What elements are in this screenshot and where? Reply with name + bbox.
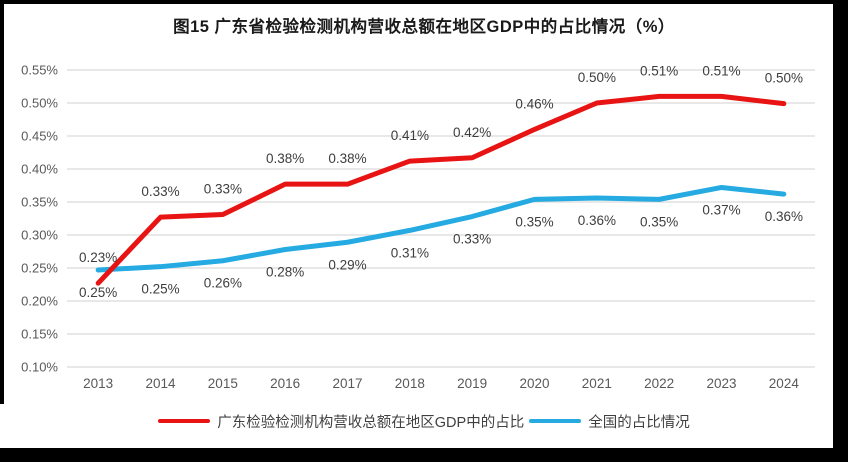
data-label: 0.42% bbox=[453, 125, 491, 140]
legend-item-national: 全国的占比情况 bbox=[529, 411, 690, 432]
data-label: 0.50% bbox=[765, 71, 803, 86]
data-label: 0.36% bbox=[765, 209, 803, 224]
y-axis-tick-label: 0.35% bbox=[21, 195, 58, 210]
data-label: 0.25% bbox=[141, 282, 179, 297]
x-axis-tick-label: 2013 bbox=[83, 376, 113, 391]
x-axis-tick-label: 2017 bbox=[332, 376, 362, 391]
legend-label-guangdong: 广东检验检测机构营收总额在地区GDP中的占比 bbox=[217, 414, 525, 431]
x-axis-tick-label: 2016 bbox=[270, 376, 300, 391]
legend-line-red bbox=[158, 418, 211, 424]
frame-border-bottom bbox=[0, 448, 848, 462]
y-axis-tick-label: 0.15% bbox=[21, 327, 58, 342]
y-axis-tick-label: 0.20% bbox=[21, 294, 58, 309]
legend-item-guangdong: 广东检验检测机构营收总额在地区GDP中的占比 bbox=[158, 411, 524, 432]
data-label: 0.35% bbox=[640, 214, 678, 229]
y-axis-tick-label: 0.50% bbox=[21, 96, 58, 111]
legend: 广东检验检测机构营收总额在地区GDP中的占比 全国的占比情况 bbox=[0, 406, 848, 436]
x-axis-tick-label: 2015 bbox=[208, 376, 238, 391]
x-axis-tick-label: 2020 bbox=[519, 376, 549, 391]
y-axis-tick-label: 0.10% bbox=[21, 360, 58, 375]
data-label: 0.33% bbox=[204, 182, 242, 197]
data-label: 0.38% bbox=[328, 151, 366, 166]
data-label: 0.26% bbox=[204, 276, 242, 291]
data-label: 0.29% bbox=[328, 257, 366, 272]
x-axis-tick-label: 2023 bbox=[706, 376, 736, 391]
data-label: 0.37% bbox=[702, 202, 740, 217]
data-label: 0.35% bbox=[515, 214, 553, 229]
data-label: 0.41% bbox=[391, 128, 429, 143]
x-axis-tick-label: 2019 bbox=[457, 376, 487, 391]
y-axis-tick-label: 0.55% bbox=[21, 63, 58, 78]
chart-title: 图15 广东省检验检测机构营收总额在地区GDP中的占比情况（%） bbox=[173, 18, 675, 36]
data-label: 0.46% bbox=[515, 96, 553, 111]
data-label: 0.36% bbox=[578, 213, 616, 228]
x-axis-tick-label: 2022 bbox=[644, 376, 674, 391]
data-label: 0.25% bbox=[79, 285, 117, 300]
data-label: 0.31% bbox=[391, 245, 429, 260]
x-axis-tick-label: 2021 bbox=[582, 376, 612, 391]
data-label: 0.28% bbox=[266, 265, 304, 280]
frame-border-right bbox=[833, 0, 848, 462]
x-axis-tick-label: 2024 bbox=[769, 376, 800, 391]
data-label: 0.51% bbox=[702, 63, 740, 78]
series-line bbox=[95, 93, 787, 286]
frame-border-left bbox=[0, 0, 4, 404]
data-label: 0.23% bbox=[79, 250, 117, 265]
data-label: 0.51% bbox=[640, 63, 678, 78]
y-axis-tick-label: 0.45% bbox=[21, 129, 58, 144]
data-label: 0.33% bbox=[453, 232, 491, 247]
frame-border-top bbox=[0, 0, 848, 4]
data-label: 0.50% bbox=[578, 70, 616, 85]
legend-label-national: 全国的占比情况 bbox=[588, 414, 690, 431]
x-axis-tick-label: 2018 bbox=[395, 376, 425, 391]
legend-line-blue bbox=[529, 418, 582, 424]
x-axis-tick-label: 2014 bbox=[145, 376, 176, 391]
y-axis-tick-label: 0.30% bbox=[21, 228, 58, 243]
y-axis-tick-label: 0.25% bbox=[21, 261, 58, 276]
y-axis-tick-label: 0.40% bbox=[21, 162, 58, 177]
series-line bbox=[95, 184, 787, 273]
data-label: 0.38% bbox=[266, 151, 304, 166]
data-label: 0.33% bbox=[141, 184, 179, 199]
